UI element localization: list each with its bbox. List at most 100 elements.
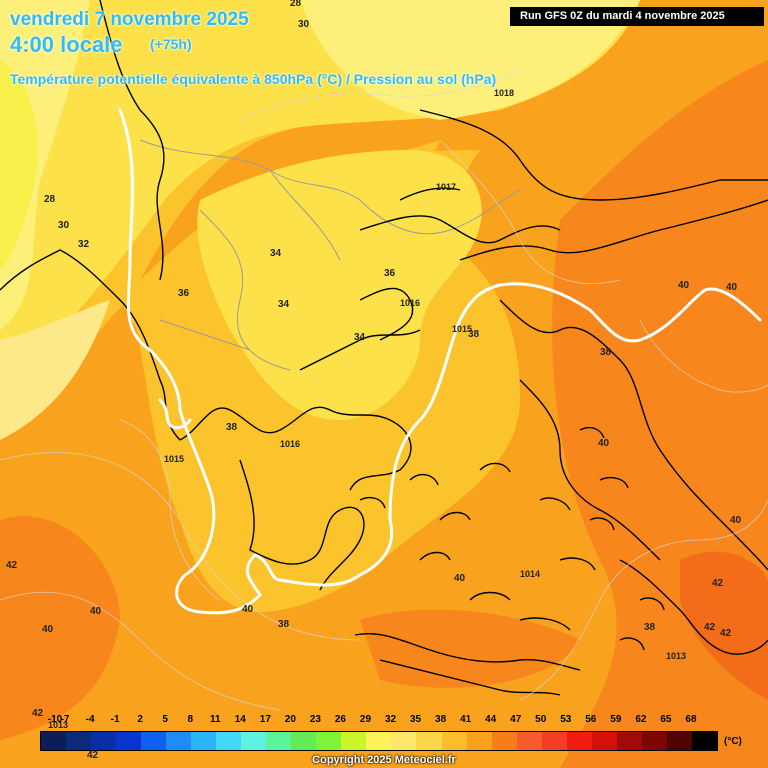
theta-label: 40 bbox=[730, 515, 742, 526]
legend-swatch bbox=[341, 732, 367, 750]
legend-tick: 62 bbox=[635, 714, 647, 725]
legend-tick: -10 bbox=[47, 714, 63, 725]
country-borders bbox=[139, 139, 521, 371]
legend-unit: (°C) bbox=[724, 736, 742, 747]
legend-tick: 5 bbox=[162, 714, 168, 725]
theta-label: 34 bbox=[354, 332, 366, 343]
theta-label: 38 bbox=[468, 329, 480, 340]
legend-tick: 17 bbox=[259, 714, 271, 725]
forecast-date: vendredi 7 novembre 2025 bbox=[10, 9, 249, 30]
legend-tick: 8 bbox=[187, 714, 193, 725]
copyright: Copyright 2025 Meteociel.fr bbox=[312, 754, 456, 766]
theta-label: 30 bbox=[58, 220, 70, 231]
pressure-label: 1013 bbox=[48, 720, 68, 730]
theta-labels-extra: 40 40 38 bbox=[242, 573, 656, 633]
legend-swatch bbox=[91, 732, 117, 750]
legend-tick: 44 bbox=[485, 714, 497, 725]
field-yellow-bright-nw bbox=[0, 60, 39, 270]
field-yellow-north-hill bbox=[300, 0, 640, 120]
theta-label: 42 bbox=[704, 622, 716, 633]
legend-swatch bbox=[691, 732, 717, 750]
legend-tick: -7 bbox=[60, 714, 70, 725]
field-yellow-light-nw bbox=[0, 0, 90, 330]
legend-swatch bbox=[466, 732, 492, 750]
legend-tick: 47 bbox=[510, 714, 522, 725]
legend-tick: 20 bbox=[284, 714, 296, 725]
legend-ticks: -10 -7 -4 -1 2 5 8 11 14 17 20 23 26 29 32 35 38 41 44 47 50… bbox=[40, 714, 730, 728]
run-info: Run GFS 0Z du mardi 4 novembre 2025 bbox=[510, 7, 764, 26]
theta-label: 40 bbox=[678, 280, 690, 291]
legend-tick: 38 bbox=[435, 714, 447, 725]
legend-tick: 56 bbox=[585, 714, 597, 725]
theta-label: 42 bbox=[712, 578, 724, 589]
theta-label: 28 bbox=[44, 194, 56, 205]
pressure-label: 1015 bbox=[164, 454, 184, 464]
legend-tick: -1 bbox=[110, 714, 120, 725]
legend-swatch bbox=[516, 732, 542, 750]
map-subtitle: Température potentielle équivalente à 85… bbox=[10, 71, 497, 87]
theta-label: 40 bbox=[242, 604, 254, 615]
theta-label: 38 bbox=[226, 422, 238, 433]
legend-tick: 32 bbox=[384, 714, 397, 725]
theta-labels: 28 30 28 30 32 34 36 34 34 36 38 38 38 4… bbox=[6, 0, 742, 761]
legend-tick: 26 bbox=[334, 714, 346, 725]
legend-swatch bbox=[291, 732, 317, 750]
theta-label: 42 bbox=[32, 708, 44, 719]
legend-tick: 35 bbox=[409, 714, 422, 725]
legend-tick: 11 bbox=[209, 714, 221, 725]
legend-swatch bbox=[391, 732, 417, 750]
legend-tick: 53 bbox=[560, 714, 572, 725]
field-pale-west bbox=[0, 300, 110, 440]
pressure-label: 1016 bbox=[400, 298, 420, 308]
legend-swatch bbox=[316, 732, 342, 750]
theta-label: 36 bbox=[178, 288, 190, 299]
legend-tick: 2 bbox=[137, 714, 143, 725]
theta-label: 28 bbox=[290, 0, 302, 9]
legend-swatch bbox=[491, 732, 517, 750]
legend-tick: 68 bbox=[685, 714, 697, 725]
pressure-labels: 1018 1017 1016 1015 1016 1014 1013 1015 … bbox=[48, 88, 686, 730]
legend-tick: 50 bbox=[535, 714, 547, 725]
legend-swatch bbox=[591, 732, 617, 750]
legend-swatch bbox=[116, 732, 142, 750]
legend-swatch bbox=[616, 732, 642, 750]
legend-tick: 65 bbox=[660, 714, 672, 725]
theta-label: 32 bbox=[78, 239, 90, 250]
pressure-label: 1016 bbox=[280, 439, 300, 449]
theta-label: 38 bbox=[278, 619, 290, 630]
legend-tick: 14 bbox=[234, 714, 246, 725]
theta-label: 34 bbox=[278, 299, 290, 310]
legend-swatch bbox=[366, 732, 392, 750]
legend-swatch bbox=[666, 732, 692, 750]
legend-swatch bbox=[216, 732, 242, 750]
pressure-label: 1015 bbox=[452, 324, 472, 334]
theta-contours bbox=[0, 69, 768, 711]
theta-label: 40 bbox=[726, 282, 738, 293]
coastlines bbox=[0, 0, 768, 696]
pressure-label: 1018 bbox=[494, 88, 514, 98]
field-yellow-core bbox=[197, 150, 482, 420]
legend-swatch bbox=[566, 732, 592, 750]
theta-label: 42 bbox=[87, 750, 99, 761]
legend-swatch bbox=[66, 732, 92, 750]
legend-swatch bbox=[166, 732, 192, 750]
theta-label: 42 bbox=[720, 628, 732, 639]
legend-swatch bbox=[41, 732, 67, 750]
color-legend bbox=[40, 731, 718, 751]
theta-label: 40 bbox=[454, 573, 466, 584]
legend-tick: 41 bbox=[460, 714, 472, 725]
pressure-label: 1017 bbox=[436, 182, 456, 192]
legend-swatch bbox=[191, 732, 217, 750]
theta-label: 40 bbox=[598, 438, 610, 449]
legend-swatch bbox=[541, 732, 567, 750]
pressure-label: 1014 bbox=[520, 569, 540, 579]
forecast-time: 4:00 locale bbox=[10, 32, 123, 57]
forecast-lead: (+75h) bbox=[150, 36, 192, 52]
theta-label: 42 bbox=[6, 560, 18, 571]
legend-swatch bbox=[266, 732, 292, 750]
legend-tick: 29 bbox=[359, 714, 372, 725]
theta-label: 30 bbox=[298, 19, 310, 30]
legend-swatch bbox=[241, 732, 267, 750]
field-orange-dark-sw bbox=[0, 516, 120, 740]
legend-swatch bbox=[141, 732, 167, 750]
